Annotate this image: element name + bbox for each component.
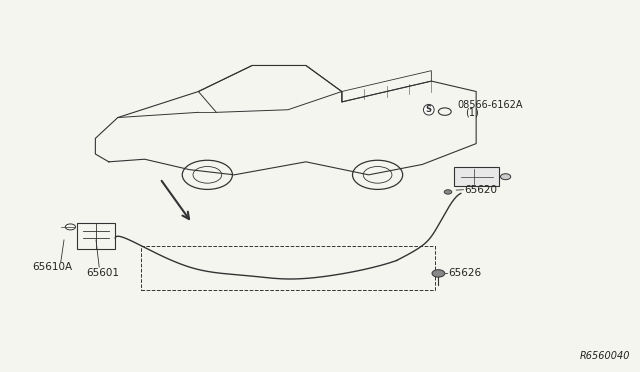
Text: R6560040: R6560040 xyxy=(580,351,630,361)
Circle shape xyxy=(432,270,445,277)
Text: 65610A: 65610A xyxy=(32,262,72,272)
Text: 65626: 65626 xyxy=(448,268,481,278)
Bar xyxy=(141,246,435,290)
Circle shape xyxy=(444,190,452,194)
Circle shape xyxy=(500,174,511,180)
Text: (1): (1) xyxy=(465,108,479,118)
Bar xyxy=(454,167,499,186)
Bar xyxy=(77,223,115,249)
Text: 08566-6162A: 08566-6162A xyxy=(458,100,523,110)
Text: 65620: 65620 xyxy=(464,185,497,195)
Text: 65601: 65601 xyxy=(86,268,120,278)
Text: S: S xyxy=(426,105,432,114)
